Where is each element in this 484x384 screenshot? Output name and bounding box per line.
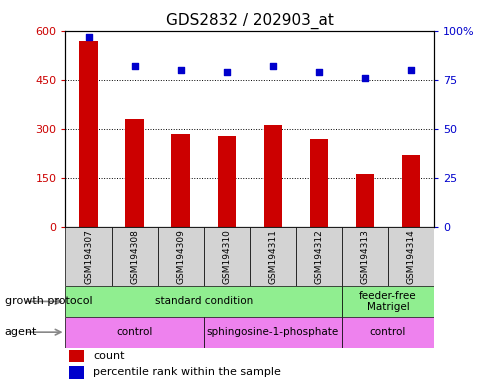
Bar <box>355 174 373 227</box>
Point <box>268 63 276 69</box>
Text: count: count <box>93 351 124 361</box>
Point <box>406 67 414 73</box>
Point <box>360 74 368 81</box>
Bar <box>157 227 203 286</box>
Point <box>314 69 322 75</box>
Bar <box>65 227 111 286</box>
Bar <box>341 286 433 317</box>
Text: GSM194308: GSM194308 <box>130 229 139 284</box>
Point <box>176 67 184 73</box>
Bar <box>401 155 419 227</box>
Bar <box>69 366 84 379</box>
Text: GSM194312: GSM194312 <box>314 229 323 284</box>
Text: agent: agent <box>5 327 37 337</box>
Text: GSM194313: GSM194313 <box>360 229 369 284</box>
Point <box>222 69 230 75</box>
Bar <box>295 227 341 286</box>
Point <box>130 63 138 69</box>
Text: feeder-free
Matrigel: feeder-free Matrigel <box>359 291 416 312</box>
Bar <box>69 350 84 362</box>
Bar <box>125 119 143 227</box>
Text: percentile rank within the sample: percentile rank within the sample <box>93 367 280 377</box>
Text: standard condition: standard condition <box>154 296 252 306</box>
Bar <box>203 227 249 286</box>
Text: GSM194314: GSM194314 <box>406 229 415 284</box>
Point <box>84 33 92 40</box>
Bar <box>79 41 97 227</box>
Text: GSM194311: GSM194311 <box>268 229 277 284</box>
Bar <box>171 134 189 227</box>
Bar <box>387 227 433 286</box>
Text: GSM194309: GSM194309 <box>176 229 185 284</box>
Text: control: control <box>116 327 152 337</box>
Bar <box>341 317 433 348</box>
Text: GSM194310: GSM194310 <box>222 229 231 284</box>
Bar <box>65 286 341 317</box>
Bar <box>263 126 281 227</box>
Bar <box>111 227 157 286</box>
Text: control: control <box>369 327 405 337</box>
Bar <box>203 317 341 348</box>
Text: sphingosine-1-phosphate: sphingosine-1-phosphate <box>206 327 338 337</box>
Bar <box>65 317 203 348</box>
Bar <box>217 136 235 227</box>
Bar <box>341 227 387 286</box>
Bar <box>309 139 327 227</box>
Bar <box>249 227 295 286</box>
Text: GSM194307: GSM194307 <box>84 229 93 284</box>
Text: growth protocol: growth protocol <box>5 296 92 306</box>
Title: GDS2832 / 202903_at: GDS2832 / 202903_at <box>166 13 333 29</box>
